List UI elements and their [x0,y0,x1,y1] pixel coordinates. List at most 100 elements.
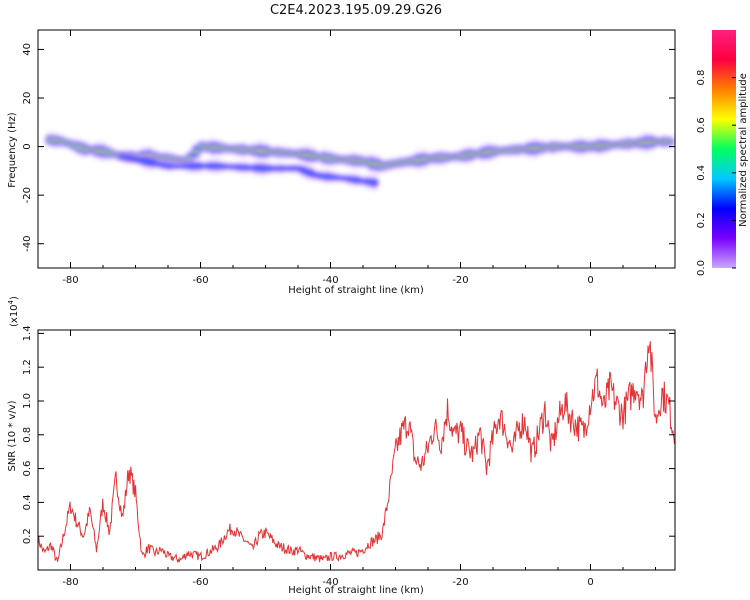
spectral-blob [124,156,132,159]
spectral-blob [136,158,144,162]
spectral-blob [421,158,427,161]
spectral-blob [235,166,244,169]
colorbar-label: Normalized spectral amplitude [738,73,749,227]
spectral-blob [142,159,150,163]
spectral-blob [159,163,168,167]
spectral-blob [282,167,290,170]
spectral-blob [403,161,410,163]
spectrogram-y-tick-label: 0 [22,143,33,149]
spectral-blob [358,180,366,182]
spectral-blob [164,157,170,160]
colorbar-tick-label: 0.2 [696,212,707,228]
spectral-blob [398,162,404,164]
spectral-blob [620,143,626,145]
spectral-blob [189,164,197,168]
snr-y-tick-label: 0.8 [22,427,33,443]
snr-x-axis: -80 -60 -40 -20 0 [62,330,656,588]
spectral-blob [294,167,302,170]
spectral-blob [240,148,246,151]
spectral-blob [158,157,164,159]
spectral-blob [368,162,375,165]
spectrogram-frame [37,29,676,269]
snr-y-tick-label: 0.4 [22,494,33,510]
spectral-blob [169,158,176,160]
snr-y-tick-label: 1.4 [22,325,33,341]
spectral-blob [222,147,228,150]
colorbar-axis: 0.0 0.2 0.4 0.6 0.8 [696,70,736,276]
colorbar-tick-label: 0.4 [696,165,707,181]
spectral-blob [333,158,340,160]
spectral-blob [491,150,497,153]
spectrogram-x-tick-label: -20 [452,275,468,286]
spectral-blob [154,162,162,165]
spectral-blob [47,139,53,141]
spectral-blob [257,150,263,153]
spectral-blob [311,173,320,177]
spectral-blob [351,159,357,162]
spectral-blob [532,147,538,150]
spectral-blob [450,156,457,158]
spectral-blob [193,150,199,153]
spectral-blob [347,178,355,181]
spectral-blob [602,144,609,147]
spectral-blob [212,164,220,168]
snr-panel: -80 -60 -40 -20 0 0.2 0.4 0.6 0.8 1.0 1.2 1.4 Heig… [7,296,676,596]
spectral-blob [230,166,238,168]
spectral-blob [70,144,76,146]
spectral-blob [171,165,179,167]
spectral-blob [245,149,252,151]
spectral-blob [339,159,345,161]
spectral-blob [130,157,138,160]
spectral-blob [241,166,249,169]
spectral-blob [497,150,503,152]
spectral-blob [93,149,100,152]
spectrogram-y-tick-label: 20 [22,92,33,105]
colorbar-tick-label: 0.0 [696,260,707,276]
spectral-blob [99,150,106,153]
snr-x-tick-label: 0 [587,577,593,588]
spectral-blob [585,145,591,148]
spectral-blob [520,148,527,150]
spectral-blob [286,152,293,154]
spectrogram-y-tick-label: 40 [22,43,33,56]
spectral-blob [544,146,550,149]
spectral-blob [573,145,579,148]
spectral-blob [345,159,351,161]
spectral-blob [433,157,439,159]
spectral-blob [210,146,217,149]
spectrogram-y-tick-label: -20 [22,187,33,203]
spectral-blob [468,153,474,156]
spectral-blob [228,148,234,150]
spectral-blob [667,141,673,143]
spectral-blob [288,167,296,170]
spectral-blob [561,146,568,148]
colorbar-tick-label: 0.8 [696,70,707,86]
spectral-blob [538,147,544,149]
spectrogram-x-tick-label: 0 [587,275,593,286]
spectral-blob [661,141,667,143]
spectral-blob [175,159,182,161]
spectral-blob [503,149,509,152]
spectral-blob [177,165,185,167]
spectral-blob [479,152,486,154]
spectral-blob [444,156,451,158]
snr-y-label: SNR (10 * v/v) [7,400,18,471]
spectral-blob [591,145,597,148]
spectral-blob [555,145,562,148]
spectral-blob [649,141,655,143]
colorbar-tick-label: 0.6 [696,117,707,133]
snr-x-tick-label: -80 [62,577,78,588]
snr-x-tick-label: -60 [192,577,208,588]
snr-x-label: Height of straight line (km) [288,585,424,596]
spectral-blob [183,164,191,168]
spectral-blob [317,174,325,178]
spectral-blob [247,166,255,169]
spectral-blob [281,152,287,154]
snr-y-axis: 0.2 0.4 0.6 0.8 1.0 1.2 1.4 [22,325,675,544]
snr-plot-area [38,330,675,570]
snr-frame [37,329,676,571]
spectral-blob [515,148,521,151]
spectral-blob [357,160,363,162]
spectral-blob [567,145,574,148]
spectral-blob [306,171,314,175]
